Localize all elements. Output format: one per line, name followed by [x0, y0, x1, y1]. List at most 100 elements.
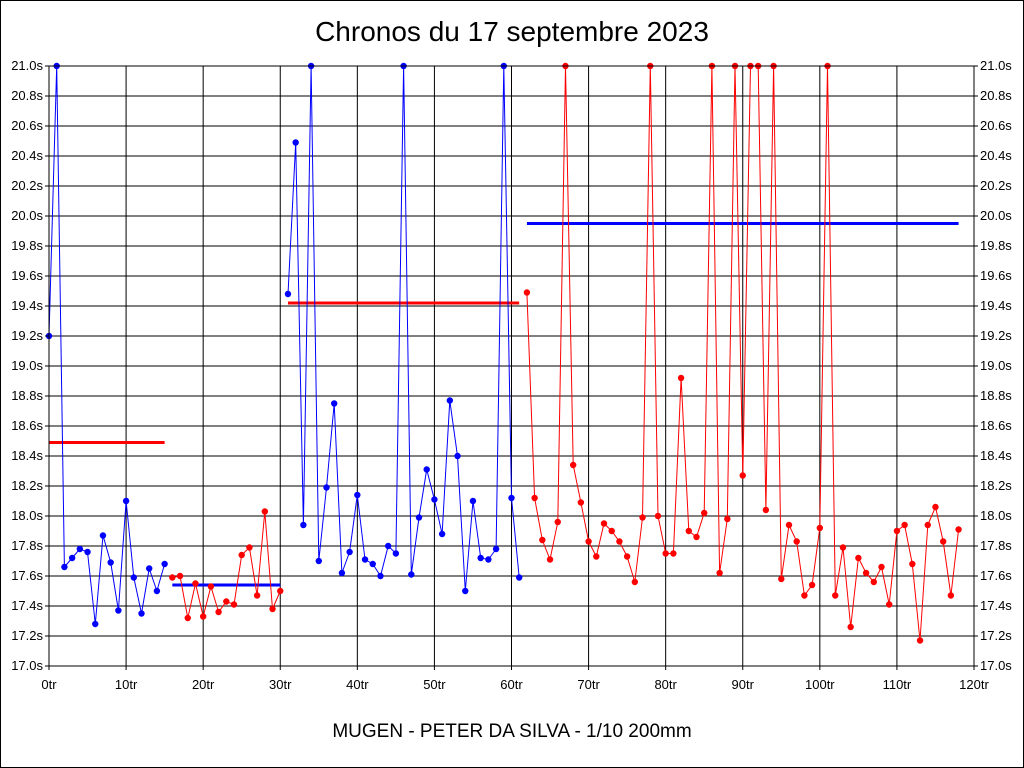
data-point	[662, 550, 669, 557]
data-point	[462, 587, 469, 595]
y-tick-label-right: 17.4s	[980, 598, 1012, 613]
data-point	[84, 548, 91, 556]
data-point	[361, 556, 369, 563]
data-point	[847, 623, 854, 631]
data-point	[199, 613, 207, 620]
data-point	[253, 592, 261, 599]
data-point	[685, 527, 692, 535]
data-point	[623, 553, 631, 560]
y-tick-label-right: 19.0s	[980, 358, 1012, 373]
data-point	[901, 521, 908, 529]
data-point	[146, 565, 153, 572]
y-tick-label-left: 21.0s	[11, 58, 43, 73]
y-tick-label-left: 20.6s	[11, 118, 43, 133]
y-tick-label-left: 19.2s	[11, 328, 43, 343]
x-tick-label: 120tr	[959, 677, 989, 692]
y-tick-label-right: 19.8s	[980, 238, 1012, 253]
data-point	[932, 503, 939, 511]
x-tick-label: 40tr	[346, 677, 369, 692]
data-point	[539, 536, 546, 544]
data-point	[130, 574, 137, 581]
data-point	[939, 538, 947, 545]
y-tick-label-right: 17.0s	[980, 658, 1012, 673]
y-tick-label-left: 18.6s	[11, 418, 43, 433]
data-point	[862, 569, 870, 577]
data-point	[354, 491, 361, 499]
data-point	[793, 538, 800, 545]
y-tick-label-right: 20.2s	[980, 178, 1012, 193]
y-tick-label-left: 17.6s	[11, 568, 43, 583]
data-point	[176, 572, 184, 580]
data-point	[492, 545, 500, 553]
data-point	[346, 548, 353, 556]
data-point	[153, 587, 161, 595]
chart-caption: MUGEN - PETER DA SILVA - 1/10 200mm	[332, 721, 692, 742]
y-tick-label-left: 18.8s	[11, 388, 43, 403]
y-tick-label-left: 19.8s	[11, 238, 43, 253]
data-point	[600, 520, 608, 527]
series-line	[287, 65, 520, 592]
x-tick-label: 70tr	[577, 677, 600, 692]
y-tick-label-right: 17.8s	[980, 538, 1012, 553]
y-tick-label-right: 20.8s	[980, 88, 1012, 103]
y-tick-label-left: 17.8s	[11, 538, 43, 553]
y-tick-label-right: 21.0s	[980, 58, 1012, 73]
x-tick-label: 0tr	[41, 677, 57, 692]
data-point	[115, 607, 122, 614]
data-point	[192, 580, 199, 587]
axis-layer: 17.0s 17.0s 17.2s 17.2s 17.4s 17.4s 17.6s 17.6s…	[11, 58, 1012, 692]
data-point	[207, 583, 215, 590]
data-point	[508, 494, 515, 502]
data-point	[878, 563, 885, 571]
data-point	[408, 571, 415, 578]
data-point	[531, 494, 538, 502]
data-point	[469, 497, 477, 505]
data-point	[369, 560, 376, 568]
data-point	[223, 598, 230, 605]
data-point	[485, 556, 492, 563]
data-point	[808, 581, 816, 589]
data-point	[677, 374, 685, 382]
data-point	[122, 497, 130, 505]
x-tick-label: 90tr	[732, 677, 755, 692]
y-tick-label-left: 20.8s	[11, 88, 43, 103]
series-line	[48, 65, 166, 625]
data-point	[446, 397, 454, 404]
y-tick-label-right: 20.0s	[980, 208, 1012, 223]
data-point	[315, 557, 322, 565]
data-point	[716, 569, 723, 577]
data-point	[68, 554, 76, 562]
y-tick-label-right: 17.6s	[980, 568, 1012, 583]
x-tick-label: 50tr	[423, 677, 446, 692]
data-point	[415, 514, 423, 521]
data-point	[92, 620, 99, 628]
y-tick-label-left: 19.4s	[11, 298, 43, 313]
data-point	[300, 521, 307, 529]
data-point	[107, 559, 114, 566]
data-point	[384, 542, 392, 550]
data-point	[230, 601, 238, 608]
data-point	[277, 587, 284, 595]
y-tick-label-left: 20.2s	[11, 178, 43, 193]
data-point	[785, 521, 793, 529]
data-point	[331, 400, 338, 407]
data-point	[292, 139, 299, 146]
x-tick-label: 10tr	[115, 677, 138, 692]
data-point	[593, 553, 600, 560]
data-point	[585, 538, 592, 545]
y-tick-label-right: 18.2s	[980, 478, 1012, 493]
y-tick-label-right: 19.2s	[980, 328, 1012, 343]
y-tick-label-right: 17.2s	[980, 628, 1012, 643]
y-tick-label-right: 20.6s	[980, 118, 1012, 133]
data-point	[870, 578, 877, 586]
y-tick-label-right: 18.0s	[980, 508, 1012, 523]
data-point	[99, 532, 107, 539]
data-point	[554, 518, 561, 526]
data-point	[477, 554, 484, 562]
data-point	[955, 526, 962, 533]
data-point	[169, 574, 176, 581]
data-point	[184, 614, 191, 622]
data-point	[338, 569, 346, 577]
data-point	[269, 605, 276, 613]
y-tick-label-left: 18.4s	[11, 448, 43, 463]
